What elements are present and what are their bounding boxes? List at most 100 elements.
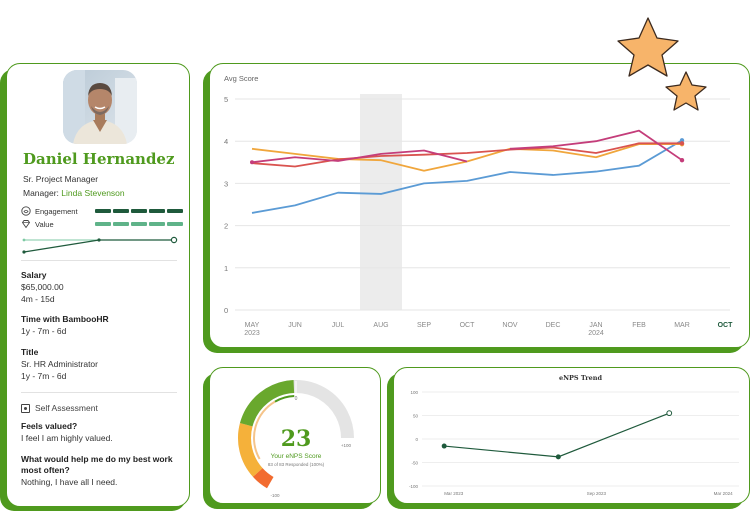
divider xyxy=(21,260,177,261)
profile-card-wrap: Daniel Hernandez Sr. Project Manager Man… xyxy=(0,63,192,513)
metric-bar-segment xyxy=(95,209,111,213)
title-label: Title xyxy=(21,347,39,357)
profile-trend-sparkline xyxy=(22,236,178,254)
person-name: Daniel Hernandez xyxy=(23,150,175,168)
profile-card: Daniel Hernandez Sr. Project Manager Man… xyxy=(6,63,190,507)
question-2: What would help me do my best work most … xyxy=(21,454,173,475)
manager-row: Manager: Linda Stevenson xyxy=(23,188,125,198)
metric-bar-segment xyxy=(131,222,147,226)
manager-name-link[interactable]: Linda Stevenson xyxy=(61,188,125,198)
x-tick-label: Mar 2024 xyxy=(714,491,734,496)
gauge-value: 23 xyxy=(281,426,312,452)
gauge-sublabel: 83 of 83 Responded (100%) xyxy=(268,462,325,467)
highlight-band xyxy=(360,94,402,310)
x-tick-label: DEC xyxy=(546,322,561,329)
x-tick-label: Mar 2023 xyxy=(444,491,464,496)
metric-bar-segment xyxy=(167,209,183,213)
y-tick-label: -100 xyxy=(409,484,419,489)
metric-bar-segment xyxy=(95,222,111,226)
gauge-min-label: -100 xyxy=(270,493,280,498)
enps-trend-card: eNPS Trend 100 50 0 -50 -100 Mar 2023 Sep 2023 M… xyxy=(393,367,750,504)
series-line xyxy=(444,412,670,458)
series-line xyxy=(251,142,682,168)
avg-score-card-wrap: Avg Score 0 1 2 3 4 5 MAY 2023 JUN JUL AUG SEP OCT NOV… xyxy=(203,63,750,353)
x-tick-label: JUN xyxy=(288,322,302,329)
series-point xyxy=(555,454,561,460)
self-assessment-label: Self Assessment xyxy=(35,403,98,413)
gauge-label: Your eNPS Score xyxy=(271,453,322,460)
metric-bar-segment xyxy=(131,209,147,213)
series-point xyxy=(250,160,254,165)
series-line xyxy=(251,139,683,214)
x-tick-label: Sep 2023 xyxy=(587,491,607,496)
x-tick-label: NOV xyxy=(502,322,518,329)
metric-label: Engagement xyxy=(35,206,78,216)
salary-value: $65,000.00 xyxy=(21,282,64,292)
gauge-fill xyxy=(239,380,295,427)
tenure-label: Time with BambooHR xyxy=(21,314,109,324)
metric-label: Value xyxy=(35,219,54,229)
x-tick-label: MAY xyxy=(245,322,260,329)
y-tick-label: 5 xyxy=(224,95,228,104)
x-tick-label: JAN xyxy=(589,322,602,329)
metric-value: Value xyxy=(21,219,183,229)
answer-1: I feel I am highly valued. xyxy=(21,433,113,443)
metric-bar-segment xyxy=(149,209,165,213)
enps-trend-chart: eNPS Trend 100 50 0 -50 -100 Mar 2023 Sep 2023 M… xyxy=(409,374,739,496)
avg-score-card: Avg Score 0 1 2 3 4 5 MAY 2023 JUN JUL AUG SEP OCT NOV… xyxy=(209,63,750,348)
x-tick-label: JUL xyxy=(332,322,345,329)
gauge-segment xyxy=(238,422,263,477)
sparkline-dot xyxy=(22,238,26,242)
x-tick-label: OCT xyxy=(460,322,476,329)
answer-2: Nothing, I have all I need. xyxy=(21,477,118,487)
sparkline-dot xyxy=(97,238,101,242)
sparkline-end-dot xyxy=(170,236,178,244)
series-point xyxy=(679,157,685,163)
job-title: Sr. Project Manager xyxy=(23,174,99,184)
gauge-mid-label: 0 xyxy=(295,396,298,402)
diamond-icon xyxy=(21,220,31,229)
x-tick-sublabel: 2023 xyxy=(244,330,260,337)
y-tick-label: 0 xyxy=(415,437,418,442)
star-small-icon xyxy=(665,71,707,111)
series-point xyxy=(679,141,685,146)
x-tick-label: MAR xyxy=(674,322,690,329)
y-axis-label: Avg Score xyxy=(224,74,258,83)
y-tick-label: 4 xyxy=(224,137,228,146)
series-line xyxy=(509,129,683,161)
tenure-value: 1y - 7m - 6d xyxy=(21,326,67,336)
y-tick-label: 3 xyxy=(224,179,228,188)
series-point xyxy=(666,410,673,417)
enps-chart-title: eNPS Trend xyxy=(559,374,603,382)
series-line xyxy=(251,149,468,164)
y-tick-label: -50 xyxy=(411,461,418,466)
manager-label: Manager: xyxy=(23,188,59,198)
y-tick-label: 2 xyxy=(224,222,228,231)
gauge-segment xyxy=(252,467,274,489)
y-tick-label: 50 xyxy=(413,414,419,419)
y-tick-label: 0 xyxy=(224,306,228,315)
series-point xyxy=(441,443,447,449)
engagement-icon xyxy=(21,206,31,216)
title-duration: 1y - 7m - 6d xyxy=(21,371,67,381)
x-tick-sublabel: 2024 xyxy=(588,330,604,337)
metric-bar-segment xyxy=(113,222,129,226)
enps-score-card: 0 23 Your eNPS Score 83 of 83 Responded (10… xyxy=(209,367,381,504)
y-tick-label: 100 xyxy=(410,390,418,395)
salary-label: Salary xyxy=(21,270,47,280)
salary-duration: 4m - 15d xyxy=(21,294,55,304)
enps-trend-card-wrap: eNPS Trend 100 50 0 -50 -100 Mar 2023 Sep 2023 M… xyxy=(387,367,750,509)
gauge-inner-accent xyxy=(274,395,295,403)
self-assessment-heading[interactable]: Self Assessment xyxy=(21,403,98,413)
title-value: Sr. HR Administrator xyxy=(21,359,98,369)
enps-score-card-wrap: 0 23 Your eNPS Score 83 of 83 Responded (10… xyxy=(203,367,381,509)
y-tick-label: 1 xyxy=(224,264,228,273)
metric-bar-segment xyxy=(113,209,129,213)
decorative-stars-icon xyxy=(617,17,707,111)
x-tick-label: SEP xyxy=(417,322,431,329)
question-1: Feels valued? xyxy=(21,421,78,431)
gauge-max-label: +100 xyxy=(341,443,352,448)
gauge-inner-accent xyxy=(253,400,276,460)
